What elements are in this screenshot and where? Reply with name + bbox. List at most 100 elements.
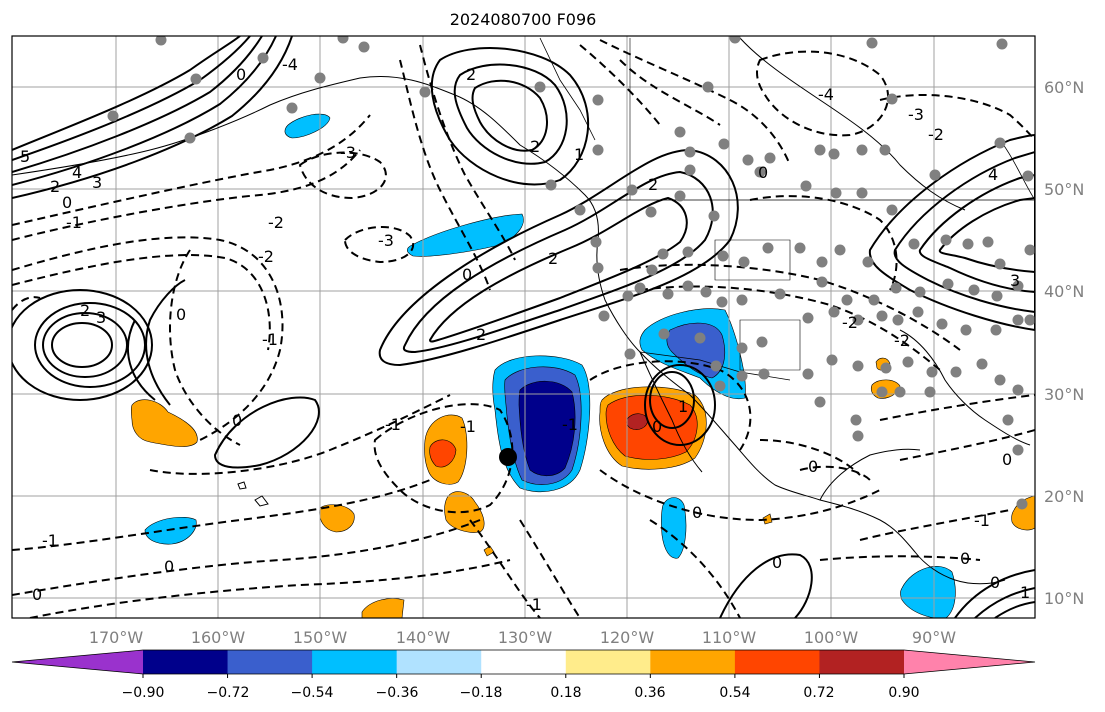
observation-point [976,358,988,370]
observation-point [657,248,669,260]
observation-point [990,324,1002,336]
contour-label: 2 [548,249,558,268]
lon-label: 100°W [804,628,859,647]
contour-label: 1 [1020,583,1030,602]
observation-point [718,138,730,150]
observation-point [960,324,972,336]
latitude-labels: 60°N 50°N 40°N 30°N 20°N 10°N [1044,78,1084,608]
observation-point [184,132,196,144]
contour-label: -2 [268,213,284,232]
lon-label: 170°W [89,628,144,647]
contours-positive [12,36,1035,618]
contour-label: 0 [236,65,246,84]
contour-label: 2 [80,301,90,320]
observation-point [830,187,842,199]
map-border [11,35,1036,619]
contour-label: 0 [652,417,662,436]
colorbar-segment [227,650,313,674]
observation-point [802,368,814,380]
observation-point [592,144,604,156]
observation-point [880,362,892,374]
contour-label: -4 [818,85,834,104]
observation-point [936,318,948,330]
colorbar-tick-label: 0.54 [719,685,750,701]
lat-label: 60°N [1044,78,1084,97]
contour-label: 0 [164,557,174,576]
observation-point [894,386,906,398]
observation-point [736,342,748,354]
observation-point [914,286,926,298]
observation-point [708,210,720,222]
observation-point [646,264,658,276]
colorbar-segment [396,650,482,674]
observation-point [994,374,1006,386]
observation-point [926,366,938,378]
observation-point [876,310,888,322]
observation-sites [107,36,1035,510]
observation-point [879,144,891,156]
observation-point [1012,314,1024,326]
contour-label: 0 [62,193,72,212]
contour-label: -1 [562,415,578,434]
contour-label: -2 [894,331,910,350]
observation-point [590,236,602,248]
observation-point [816,276,828,288]
contour-label: 0 [32,585,42,604]
contour-label: 0 [808,457,818,476]
lat-label: 20°N [1044,487,1084,506]
observation-point [1012,384,1024,396]
observation-point [908,238,920,250]
contour-label: 1 [574,145,584,164]
contour-label: 0 [692,503,702,522]
observation-point [828,148,840,160]
observation-point [994,258,1006,270]
observation-point [684,146,696,158]
contour-label: -1 [974,511,990,530]
observation-point [190,73,202,85]
observation-point [714,380,726,392]
observation-point [645,206,657,218]
contour-label: 2 [530,137,540,156]
observation-point [996,38,1008,50]
observation-point [574,204,586,216]
observation-point [624,348,636,360]
observation-point [419,86,431,98]
contour-label: 0 [758,163,768,182]
observation-point [764,152,776,164]
contour-label: -2 [928,125,944,144]
observation-point [155,36,167,46]
colorbar-segment [734,650,820,674]
observation-point [1024,314,1035,326]
observation-point [850,414,862,426]
colorbar-tick-label: −0.36 [376,685,419,701]
observation-point [758,368,770,380]
observation-point [852,430,864,442]
observation-point [834,244,846,256]
colorbar-tick-label: −0.18 [460,685,503,701]
observation-point [1012,280,1024,292]
observation-point [814,144,826,156]
observation-point [886,93,898,105]
contour-label: -1 [460,417,476,436]
observation-point [856,187,868,199]
observation-point [862,256,874,268]
fill-navy-west-low [518,380,576,477]
observation-point [856,144,868,156]
contour-label: 0 [772,553,782,572]
observation-point [658,328,670,340]
contour-label: 4 [72,163,82,182]
contour-label: -1 [526,595,542,614]
observation-point [774,288,786,300]
observation-point [694,332,706,344]
contour-label: -4 [282,55,298,74]
observation-point [1002,414,1014,426]
observation-point [950,366,962,378]
observation-point [762,242,774,254]
colorbar-segment [819,650,905,674]
observation-point [929,169,941,181]
fill-light-blue-gulf [284,113,331,139]
contour-label: -3 [378,231,394,250]
lat-label: 30°N [1044,385,1084,404]
contour-label: -1 [42,531,58,550]
observation-point [841,294,853,306]
